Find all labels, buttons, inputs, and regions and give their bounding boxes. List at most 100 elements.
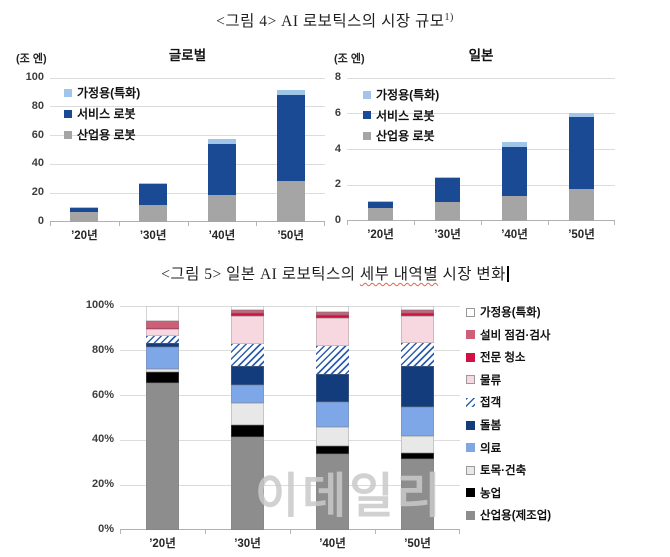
- y-tick-label: 80: [31, 99, 44, 112]
- bar-segment: [316, 318, 349, 347]
- legend-swatch: [466, 465, 475, 475]
- legend-label: 가정용(특화): [77, 86, 141, 100]
- legend-label: 돌봄: [480, 420, 502, 432]
- legend-item: 설비 점검·검사: [466, 327, 551, 343]
- x-category-label: ’30년: [234, 538, 261, 550]
- bar-segment: [231, 306, 264, 311]
- axis-tick: [120, 530, 121, 534]
- legend-swatch: [466, 420, 475, 430]
- bar-segment: [316, 311, 349, 315]
- gridline: [347, 113, 615, 115]
- axis-tick: [50, 222, 51, 226]
- bar-segment: [231, 366, 264, 386]
- plot-area: 가정용(특화) 서비스 로봇 산업용 로봇: [347, 77, 615, 221]
- stacked-bar: [569, 112, 594, 221]
- bar-segment: [368, 202, 393, 209]
- legend-swatch: [466, 510, 475, 520]
- gridline: [347, 184, 615, 186]
- legend-item: 산업용 로봇: [64, 126, 136, 143]
- legend-item: 서비스 로봇: [64, 105, 136, 122]
- axis-tick: [414, 221, 415, 225]
- axis-tick: [459, 530, 460, 534]
- axis-tick: [290, 530, 291, 534]
- y-tick-label: 20%: [91, 478, 114, 491]
- x-category-label: ’30년: [139, 230, 167, 242]
- bar-segment: [276, 95, 305, 181]
- axis-tick: [187, 222, 189, 226]
- bar-segment: [316, 374, 349, 403]
- x-category-label: ’50년: [568, 229, 595, 241]
- bar-segment: [401, 342, 434, 367]
- legend-label: 접객: [480, 397, 502, 410]
- bar-segment: [569, 112, 594, 118]
- y-tick-label: 0: [334, 214, 341, 226]
- legend-label: 가정용(특화): [376, 88, 440, 102]
- bar-segment: [231, 385, 264, 404]
- bar-segment: [401, 316, 434, 343]
- legend-swatch: [363, 111, 371, 119]
- gridline: [120, 439, 460, 441]
- bar-segment: [435, 202, 460, 221]
- y-tick-label: 80%: [91, 343, 114, 356]
- legend-item: 전문 청소: [466, 349, 526, 365]
- figure5-caption[interactable]: <그림 5> 일본 AI 로보틱스의 세부 내역별 시장 변화: [0, 262, 670, 284]
- watermark: 이데일리: [255, 470, 444, 523]
- axis-tick: [481, 221, 482, 225]
- bar-segment: [368, 201, 393, 203]
- legend-item: 가정용(특화): [363, 86, 439, 103]
- y-tick-label: 6: [334, 106, 341, 119]
- bar-segment: [231, 436, 264, 530]
- figure4-caption[interactable]: <그림 4> AI 로보틱스의 시장 규모1): [0, 9, 670, 31]
- axis-tick: [256, 222, 258, 226]
- chart-title: 일본: [468, 48, 494, 63]
- y-tick-label: 0: [37, 215, 44, 227]
- legend-label: 전문 청소: [480, 352, 526, 365]
- y-tick-label: 2: [334, 178, 341, 191]
- figure4-caption-text: <그림 4> AI 로보틱스의 시장 규모: [216, 13, 445, 30]
- stacked-bar: [207, 139, 236, 222]
- legend-item: 토목·건축: [466, 462, 526, 478]
- bar-segment: [70, 211, 99, 222]
- bar-segment: [146, 306, 179, 321]
- chart-japan-market: (조 엔) 일본 가정용(특화) 서비스 로봇 산업용 로봇 0 2 4 6 8 ’20년 ’30년 ’…: [332, 44, 632, 246]
- x-category-label: ’40년: [319, 538, 346, 550]
- legend-swatch: [363, 90, 371, 99]
- legend-item: 의료: [466, 440, 501, 456]
- bar-segment: [146, 336, 179, 343]
- bar-segment: [139, 205, 168, 222]
- bar-segment: [316, 445, 349, 454]
- legend-swatch: [466, 330, 475, 340]
- legend-item: 돌봄: [466, 417, 501, 433]
- legend-swatch: [466, 397, 475, 407]
- x-category-label: ’20년: [149, 538, 176, 550]
- axis-tick: [548, 221, 549, 225]
- legend-swatch: [363, 131, 371, 140]
- x-axis-line: [50, 221, 325, 222]
- axis-tick: [614, 221, 615, 225]
- legend-swatch: [466, 443, 475, 453]
- stacked-bar: [435, 177, 460, 221]
- bar-segment: [146, 320, 179, 329]
- stacked-bar: [401, 306, 434, 530]
- axis-tick: [118, 222, 120, 226]
- bar-segment: [207, 139, 236, 144]
- legend-item: 농업: [466, 485, 501, 501]
- legend-swatch: [466, 352, 475, 362]
- legend-item: 가정용(특화): [466, 304, 541, 320]
- bar-segment: [146, 328, 179, 330]
- bar-segment: [231, 403, 264, 425]
- bar-segment: [502, 146, 527, 196]
- stacked-bar: [316, 306, 349, 530]
- bar-segment: [316, 306, 349, 312]
- bar-segment: [368, 208, 393, 221]
- bar-segment: [401, 452, 434, 460]
- bar-segment: [231, 312, 264, 317]
- legend-item: 서비스 로봇: [363, 107, 435, 124]
- bar-segment: [146, 342, 179, 348]
- gridline: [50, 192, 325, 194]
- legend-label: 서비스 로봇: [77, 107, 136, 121]
- bar-segment: [316, 402, 349, 427]
- axis-tick: [375, 530, 376, 534]
- legend-swatch: [64, 109, 72, 118]
